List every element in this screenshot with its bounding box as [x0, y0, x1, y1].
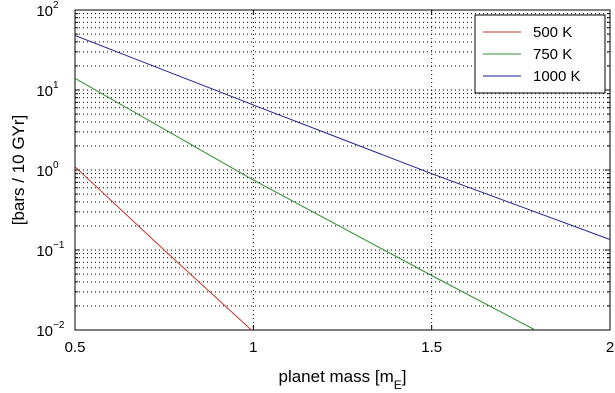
y-axis-label: [bars / 10 GYr] [9, 115, 28, 226]
legend-label: 1000 K [533, 68, 581, 85]
series-line-750-k [75, 77, 536, 330]
x-axis-label-subscript: E [394, 378, 402, 392]
series-layer [75, 35, 610, 330]
y-tick-label: 10 [36, 243, 53, 260]
x-axis-label-main: planet mass [m [278, 367, 393, 386]
x-axis-label: planet mass [mE] [278, 367, 406, 392]
y-tick-exponent: −1 [53, 240, 65, 251]
y-tick-exponent: 1 [53, 80, 59, 91]
series-line-500-k [75, 166, 253, 330]
x-tick-label: 2 [606, 339, 614, 356]
y-tick-label: 10 [36, 83, 53, 100]
grid-layer [75, 10, 610, 330]
y-tick-exponent: 2 [53, 0, 59, 11]
series-line-1000-k [75, 35, 610, 241]
y-tick-label: 10 [36, 323, 53, 340]
y-tick-exponent: −2 [53, 320, 65, 331]
legend-label: 750 K [533, 46, 572, 63]
x-tick-label: 0.5 [65, 339, 86, 356]
y-tick-label: 10 [36, 3, 53, 20]
y-tick-exponent: 0 [53, 160, 59, 171]
x-tick-label: 1 [249, 339, 257, 356]
legend: 500 K 750 K 1000 K [474, 14, 606, 94]
legend-label: 500 K [533, 24, 572, 41]
x-axis-label-suffix: ] [402, 367, 407, 386]
y-tick-label: 10 [36, 163, 53, 180]
x-tick-label: 1.5 [421, 339, 442, 356]
